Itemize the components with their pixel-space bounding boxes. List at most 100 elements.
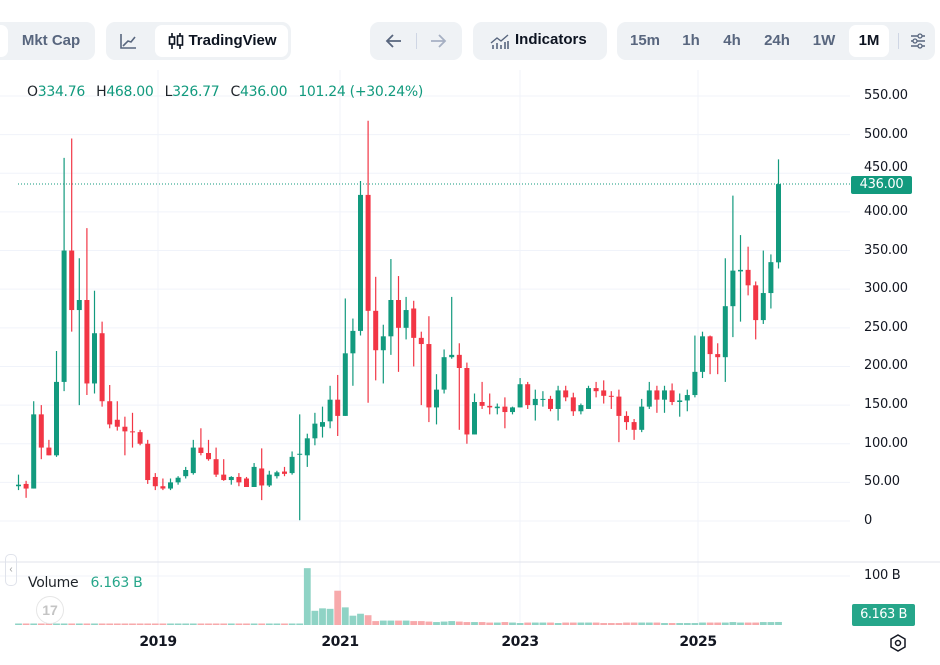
candle[interactable] xyxy=(570,392,576,416)
line-chart-button[interactable] xyxy=(110,25,146,57)
candle[interactable] xyxy=(259,448,265,501)
candle[interactable] xyxy=(578,403,584,415)
candle[interactable] xyxy=(312,412,318,446)
candle[interactable] xyxy=(198,428,204,456)
candle[interactable] xyxy=(342,298,348,416)
candle[interactable] xyxy=(669,383,675,406)
timeframe-24h[interactable]: 24h xyxy=(764,32,790,49)
candle[interactable] xyxy=(31,401,37,489)
candle[interactable] xyxy=(84,228,90,396)
candle[interactable] xyxy=(190,439,196,475)
candle[interactable] xyxy=(168,478,173,491)
candle[interactable] xyxy=(434,374,439,425)
candle[interactable] xyxy=(274,470,280,479)
candle[interactable] xyxy=(608,391,614,409)
candle[interactable] xyxy=(403,296,409,340)
candle[interactable] xyxy=(593,381,599,398)
candle[interactable] xyxy=(350,318,356,386)
candle[interactable] xyxy=(38,405,44,460)
candle[interactable] xyxy=(722,258,728,382)
forward-button[interactable] xyxy=(418,25,458,57)
candle[interactable] xyxy=(548,395,553,412)
candle[interactable] xyxy=(555,385,561,421)
candle[interactable] xyxy=(441,349,447,394)
candle[interactable] xyxy=(662,385,667,413)
candle[interactable] xyxy=(707,335,713,375)
candle[interactable] xyxy=(23,480,29,498)
candle[interactable] xyxy=(236,473,242,487)
candle[interactable] xyxy=(54,351,59,457)
candle[interactable] xyxy=(586,385,591,409)
candle[interactable] xyxy=(358,181,363,336)
candle[interactable] xyxy=(684,389,690,412)
candle[interactable] xyxy=(160,478,166,491)
candle[interactable] xyxy=(380,324,386,384)
candle[interactable] xyxy=(221,459,227,481)
candle[interactable] xyxy=(396,276,401,372)
candle[interactable] xyxy=(540,391,546,407)
back-button[interactable] xyxy=(374,25,414,57)
candle[interactable] xyxy=(646,381,652,409)
candle[interactable] xyxy=(335,374,341,436)
candle[interactable] xyxy=(776,159,781,269)
candle[interactable] xyxy=(251,463,257,487)
candle[interactable] xyxy=(16,474,21,491)
candle[interactable] xyxy=(639,398,645,433)
candle[interactable] xyxy=(183,466,189,479)
tradingview-button[interactable]: TradingView xyxy=(155,25,288,57)
candle[interactable] xyxy=(244,476,249,487)
candle[interactable] xyxy=(297,414,303,521)
candle[interactable] xyxy=(456,343,462,430)
candle[interactable] xyxy=(114,401,120,431)
timeframe-15m[interactable]: 15m xyxy=(629,32,661,49)
candle[interactable] xyxy=(601,380,607,404)
candle[interactable] xyxy=(426,316,432,423)
timeframe-1m[interactable]: 1M xyxy=(849,25,889,57)
candle[interactable] xyxy=(61,157,67,392)
candle[interactable] xyxy=(69,138,75,332)
candle[interactable] xyxy=(320,406,325,438)
indicators-button[interactable]: Indicators xyxy=(473,22,607,60)
candle[interactable] xyxy=(206,439,211,461)
candle[interactable] xyxy=(464,362,470,444)
candle[interactable] xyxy=(304,433,310,467)
candle[interactable] xyxy=(753,281,759,340)
candle[interactable] xyxy=(525,381,531,409)
candle[interactable] xyxy=(738,235,743,322)
candle[interactable] xyxy=(624,411,629,430)
candle[interactable] xyxy=(213,447,219,477)
candle[interactable] xyxy=(46,439,52,456)
candle[interactable] xyxy=(677,393,683,417)
timeframe-1h[interactable]: 1h xyxy=(682,32,700,49)
candle[interactable] xyxy=(532,389,538,421)
candle[interactable] xyxy=(563,385,569,402)
candle[interactable] xyxy=(76,258,82,406)
candle[interactable] xyxy=(760,250,766,324)
candle[interactable] xyxy=(107,385,113,429)
candle[interactable] xyxy=(768,254,774,309)
candle[interactable] xyxy=(654,385,660,413)
candle[interactable] xyxy=(145,439,151,484)
candle[interactable] xyxy=(289,451,295,475)
candle[interactable] xyxy=(510,406,515,415)
mkt-cap-tab[interactable]: Mkt Cap xyxy=(21,32,81,49)
candle[interactable] xyxy=(327,385,333,429)
candle[interactable] xyxy=(418,331,424,406)
candle[interactable] xyxy=(388,259,394,355)
candle[interactable] xyxy=(152,473,158,491)
candle[interactable] xyxy=(373,276,379,381)
candle[interactable] xyxy=(472,393,477,435)
candle[interactable] xyxy=(99,321,105,407)
candle[interactable] xyxy=(130,412,135,448)
candle[interactable] xyxy=(616,389,622,443)
candle[interactable] xyxy=(449,296,455,359)
candle[interactable] xyxy=(92,290,97,394)
candle[interactable] xyxy=(745,246,751,296)
candle[interactable] xyxy=(715,343,721,375)
candle[interactable] xyxy=(502,397,508,429)
candle[interactable] xyxy=(730,195,736,338)
collapse-panel-button[interactable]: ‹ xyxy=(5,554,17,586)
candle[interactable] xyxy=(517,378,523,408)
candle[interactable] xyxy=(494,403,500,415)
